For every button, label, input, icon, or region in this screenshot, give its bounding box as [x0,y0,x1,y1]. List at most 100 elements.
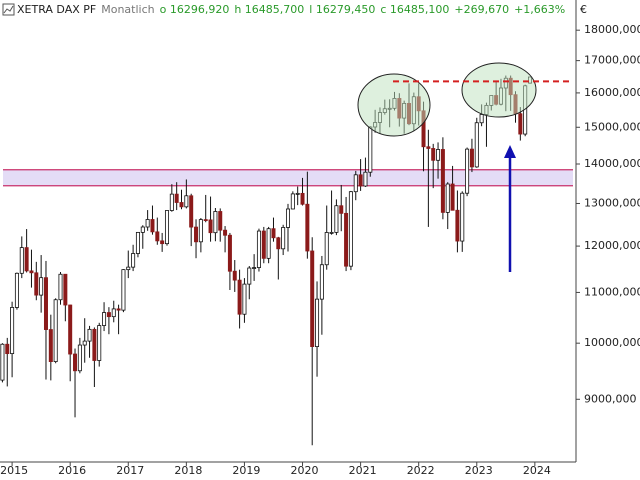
candle-body [310,250,315,347]
y-tick-label: 12000,000 [584,239,640,252]
header-item: XETRA DAX PF [17,3,96,16]
candle-body [218,211,223,231]
candle-body [445,183,450,213]
candle-body [97,325,102,361]
candle-body [223,229,228,236]
candle-body [237,279,242,315]
candle-body [324,232,329,266]
candle-body [319,264,324,300]
candle-body [24,247,29,272]
candle-body [155,231,160,242]
candle-body [58,273,63,301]
candle-body [348,191,353,267]
candle-body [469,148,474,168]
candle-body [271,228,276,239]
candle-body [77,344,82,372]
candle-body [53,299,58,362]
candle-body [174,193,179,203]
candle-body [295,192,300,195]
candle-body [116,308,121,311]
currency: € [580,3,587,16]
x-tick-label: 2019 [232,464,260,477]
y-tick-label: 18000,000 [584,23,640,36]
header: XETRA DAX PF Monatlich o 16296,920 h 16485,… [17,3,565,16]
arrow-head [504,145,516,158]
candle-body [431,148,436,161]
candle-body [329,231,334,234]
candle-body [87,328,92,342]
candle-body [43,277,48,330]
candle-body [276,237,281,250]
candle-body [19,247,24,274]
candle-body [232,270,237,281]
candle-body [247,267,252,285]
candle-body [10,307,15,355]
candle-body [252,267,257,269]
candle-body [131,253,136,268]
y-tick-label: 9000,000 [584,392,637,405]
candle-body [164,210,169,245]
candle-body [358,174,363,187]
candle-body [290,193,295,210]
candle-body [305,203,310,252]
y-tick-label: 10000,000 [584,336,640,349]
candle-body [363,171,368,187]
candle-body [518,113,523,135]
candle-body [281,227,286,250]
candle-body [479,114,484,124]
candle-body [242,283,247,315]
candle-body [121,269,126,311]
candle-body [203,219,208,222]
x-tick-label: 2024 [523,464,551,477]
y-tick-label: 11000,000 [584,285,640,298]
candle-body [34,272,39,296]
candle-body [300,192,305,205]
candle-body [474,122,479,168]
icon-frame [2,3,15,16]
candle-body [440,149,445,213]
candle-body [198,219,203,243]
header-item: +1,663% [514,3,565,16]
candle-body [344,212,349,267]
header-icon [2,3,15,16]
header-item: o 16296,920 [160,3,230,16]
x-tick-label: 2018 [174,464,202,477]
candle-body [227,234,232,272]
candle-body [48,329,53,362]
highlight-ellipse [357,73,431,137]
candle-body [368,126,373,173]
candle-body [82,340,87,346]
candle-body [29,270,34,274]
candle-body [0,343,5,381]
candle-body [450,183,455,211]
x-tick-label: 2020 [291,464,319,477]
support-zone [3,169,573,187]
candle-body [194,226,199,243]
x-tick-label: 2021 [349,464,377,477]
candle-body [179,202,184,208]
candle-body [256,230,261,268]
candle-body [160,240,165,245]
candle-body [426,146,431,149]
candle-body [436,149,441,161]
candle-body [39,277,44,296]
candle-body [145,219,150,228]
candle-body [261,230,266,259]
y-tick-label: 15000,000 [584,120,640,133]
x-tick-label: 2016 [58,464,86,477]
candle-body [455,209,460,242]
candle-body [353,174,358,193]
candle-body [460,192,465,242]
candle-body [465,148,470,194]
candle-body [111,308,116,318]
header-item: Monatlich [101,3,154,16]
y-tick-label: 14000,000 [584,157,640,170]
y-tick-label: 13000,000 [584,196,640,209]
icon-line [3,5,14,14]
highlight-ellipse [461,62,537,118]
x-tick-label: 2023 [465,464,493,477]
candle-body [266,228,271,259]
candle-body [73,353,78,372]
